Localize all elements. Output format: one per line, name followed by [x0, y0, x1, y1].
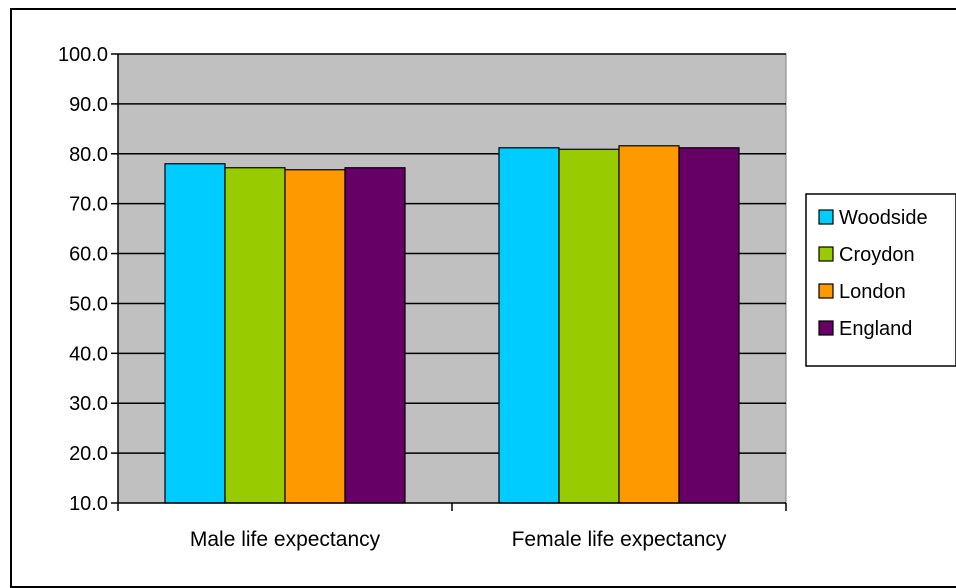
legend: Woodside Croydon London England [805, 193, 956, 367]
legend-label-england: England [839, 318, 912, 340]
bar-london-0 [284, 169, 346, 504]
bar-london-1 [618, 145, 680, 504]
bars [164, 145, 740, 504]
axes [111, 53, 787, 511]
legend-swatch-england [818, 320, 834, 336]
y-tick-label: 20.0 [69, 443, 108, 465]
y-tick-label: 30.0 [69, 393, 108, 415]
x-tick-labels: Male life expectancy Female life expectan… [190, 528, 727, 551]
y-tick-labels: 10.0 20.0 30.0 40.0 50.0 60.0 70.0 80.0 90.0 100.… [58, 44, 108, 515]
bar-woodside-0 [164, 163, 226, 504]
legend-label-london: London [839, 281, 906, 303]
y-tick-label: 80.0 [69, 144, 108, 166]
x-category-label: Male life expectancy [190, 528, 381, 551]
y-tick-label: 90.0 [69, 94, 108, 116]
legend-swatch-london [818, 283, 834, 299]
x-category-label: Female life expectancy [512, 528, 727, 551]
legend-label-croydon: Croydon [839, 244, 915, 266]
legend-swatch-woodside [818, 209, 834, 225]
y-tick-label: 40.0 [69, 343, 108, 365]
y-tick-label: 50.0 [69, 293, 108, 315]
bar-chart: 10.0 20.0 30.0 40.0 50.0 60.0 70.0 80.0 90.0 100.… [58, 44, 956, 551]
legend-label-woodside: Woodside [839, 207, 928, 229]
y-tick-label: 70.0 [69, 194, 108, 216]
y-tick-label: 60.0 [69, 244, 108, 266]
legend-swatch-croydon [818, 246, 834, 262]
bar-croydon-0 [224, 167, 286, 504]
bar-woodside-1 [498, 147, 560, 504]
bar-england-1 [678, 147, 740, 504]
y-tick-label: 10.0 [69, 493, 108, 515]
y-tick-label: 100.0 [58, 44, 108, 66]
bar-croydon-1 [558, 148, 620, 504]
bar-england-0 [344, 167, 406, 504]
